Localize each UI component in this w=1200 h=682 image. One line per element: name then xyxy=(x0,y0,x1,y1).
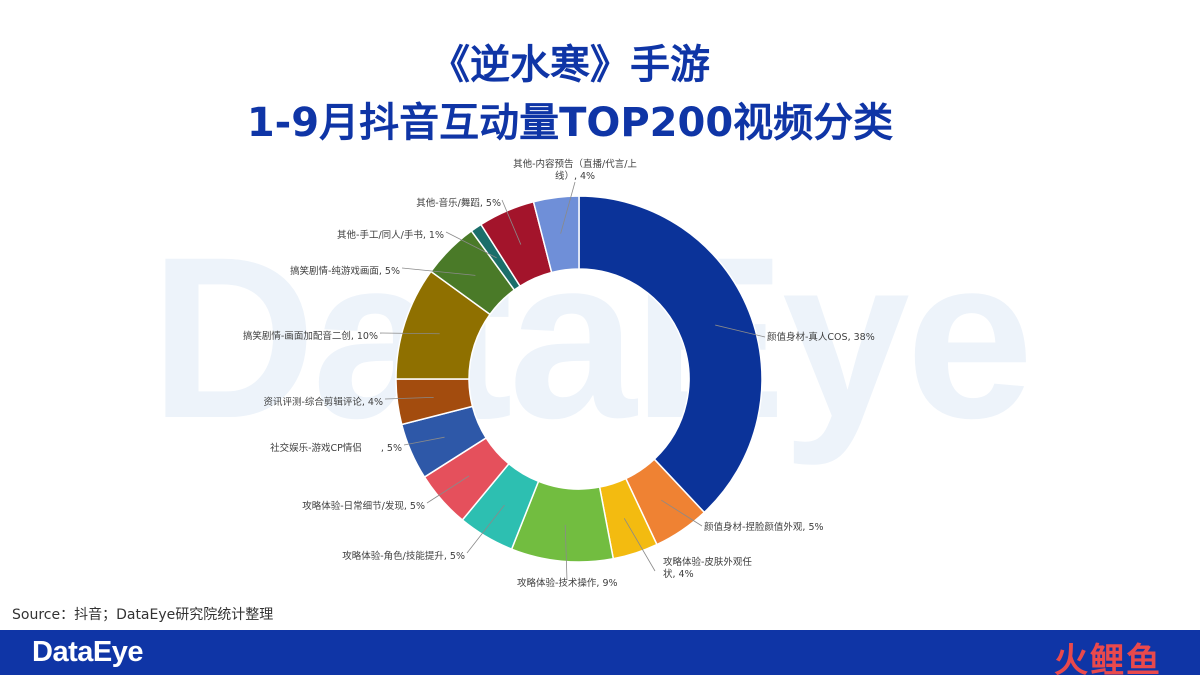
slice-label: 社交娱乐-游戏CP情侣 , 5% xyxy=(270,442,402,454)
slice-label: 其他-内容预告（直播/代言/上线）, 4% xyxy=(513,158,637,182)
slice-label: 攻略体验-皮肤外观任状, 4% xyxy=(663,556,752,580)
leader-line xyxy=(466,504,505,554)
leader-line xyxy=(715,324,766,338)
source-note: Source：抖音；DataEye研究院统计整理 xyxy=(12,607,274,623)
leader-line xyxy=(560,181,576,234)
footer-bar: DataEye 火鲤鱼 xyxy=(0,630,1200,681)
leader-line xyxy=(401,267,476,276)
leader-line xyxy=(403,436,445,446)
leader-line xyxy=(623,518,656,572)
leader-line xyxy=(661,499,703,527)
donut-slice xyxy=(578,195,763,514)
leader-line xyxy=(379,332,440,335)
leader-line xyxy=(426,475,470,504)
slice-label: 颜值身材-捏脸颜值外观, 5% xyxy=(704,521,824,533)
slice-label: 攻略体验-角色/技能提升, 5% xyxy=(342,550,465,562)
donut-slice xyxy=(532,195,580,274)
leader-line xyxy=(445,231,497,259)
chart-title-line2: 1-9月抖音互动量TOP200视频分类 xyxy=(246,100,894,146)
slice-label: 搞笑剧情-画面加配音二创, 10% xyxy=(243,330,378,342)
slice-label: 其他-手工/同人/手书, 1% xyxy=(337,229,444,241)
leader-line xyxy=(564,524,568,581)
slice-label: 颜值身材-真人COS, 38% xyxy=(767,331,875,343)
slice-label: 攻略体验-技术操作, 9% xyxy=(517,577,618,589)
slice-label: 资讯评测-综合剪辑评论, 4% xyxy=(263,396,383,408)
slice-label: 其他-音乐/舞蹈, 5% xyxy=(416,197,501,209)
slice-label: 搞笑剧情-纯游戏画面, 5% xyxy=(290,265,400,277)
slice-label: 攻略体验-日常细节/发现, 5% xyxy=(302,500,425,512)
leader-line xyxy=(501,199,522,245)
chart-title-line1: 《逆水寒》手游 xyxy=(430,42,710,88)
footer-brand-logo: 火鲤鱼 xyxy=(1054,641,1162,681)
footer-logo: DataEye xyxy=(32,636,143,668)
leader-line xyxy=(384,396,434,400)
